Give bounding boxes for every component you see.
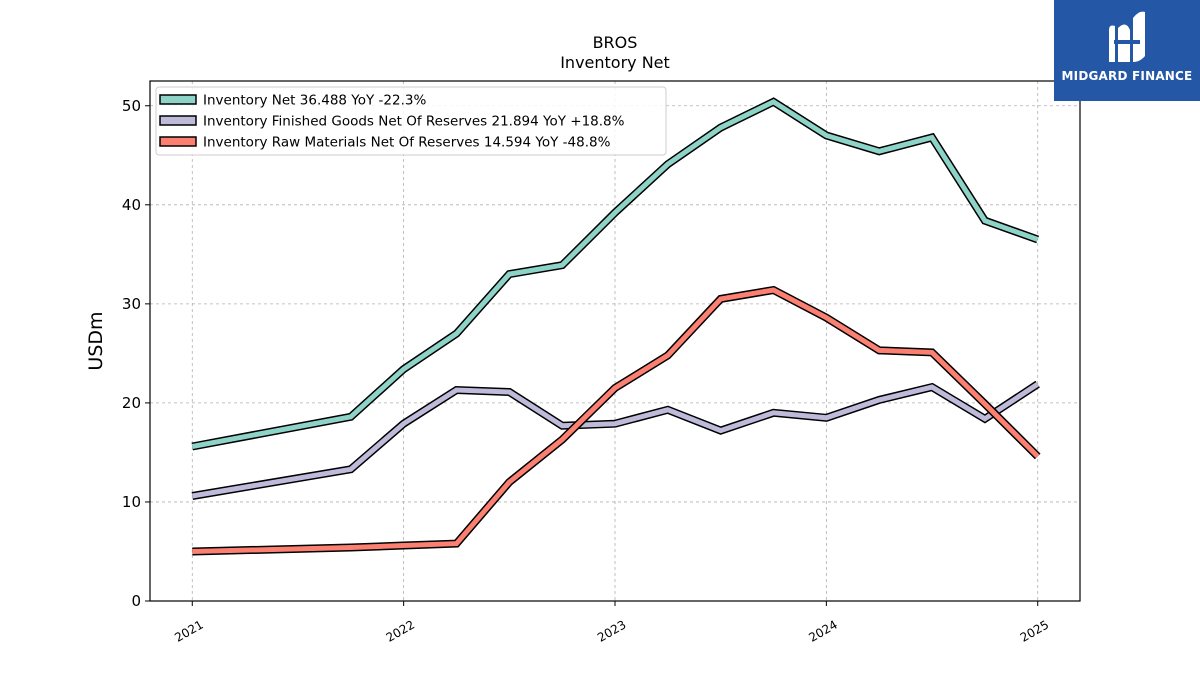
midgard-finance-logo: MIDGARD FINANCE [1054, 0, 1200, 101]
y-axis-label: USDm [85, 311, 107, 370]
legend-swatch-inventory-net [159, 94, 197, 105]
legend-label-raw-materials: Inventory Raw Materials Net Of Reserves … [203, 135, 611, 151]
logo-text: MIDGARD FINANCE [1061, 69, 1193, 83]
legend-swatch-finished-goods [159, 115, 197, 126]
legend-label-inventory-net: Inventory Net 36.488 YoY -22.3% [203, 93, 426, 109]
x-tick-label: 2025 [1018, 617, 1051, 644]
x-tick-label: 2022 [384, 617, 417, 644]
x-tick-label: 2024 [806, 617, 839, 644]
legend: Inventory Net 36.488 YoY -22.3% Inventor… [155, 86, 667, 156]
y-tick-label: 20 [122, 394, 141, 412]
y-tick-label: 30 [122, 295, 141, 313]
y-tick-label: 0 [131, 592, 141, 610]
chart-title: BROS [593, 33, 638, 52]
logo-mark-icon [1109, 11, 1145, 63]
x-tick-label: 2023 [595, 617, 628, 644]
legend-box [155, 86, 667, 156]
legend-swatch-raw-materials [159, 136, 197, 147]
y-tick-label: 10 [122, 493, 141, 511]
y-tick-label: 50 [122, 97, 141, 115]
series-line-1 [191, 382, 1040, 499]
series-line-0 [191, 98, 1039, 449]
x-tick-label: 2021 [172, 617, 205, 644]
y-tick-label: 40 [122, 196, 141, 214]
chart-subtitle: Inventory Net [560, 53, 670, 72]
series-lines [191, 97, 1041, 556]
series-line-2 [192, 287, 1040, 554]
legend-label-finished-goods: Inventory Finished Goods Net Of Reserves… [203, 114, 625, 130]
axis-ticks: 0 10 20 30 40 50 2021 2022 2023 2024 2025 [122, 97, 1051, 645]
grid-lines [150, 81, 1080, 601]
